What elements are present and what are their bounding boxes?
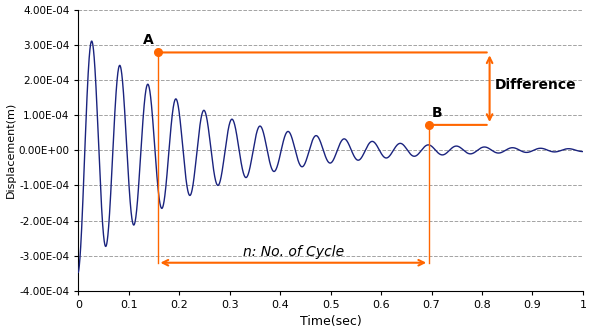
Text: Difference: Difference (495, 78, 576, 92)
Text: A: A (143, 33, 153, 47)
X-axis label: Time(sec): Time(sec) (300, 315, 362, 328)
Text: B: B (432, 106, 442, 120)
Y-axis label: Displacement(m): Displacement(m) (5, 102, 15, 198)
Text: n: No. of Cycle: n: No. of Cycle (243, 244, 345, 259)
